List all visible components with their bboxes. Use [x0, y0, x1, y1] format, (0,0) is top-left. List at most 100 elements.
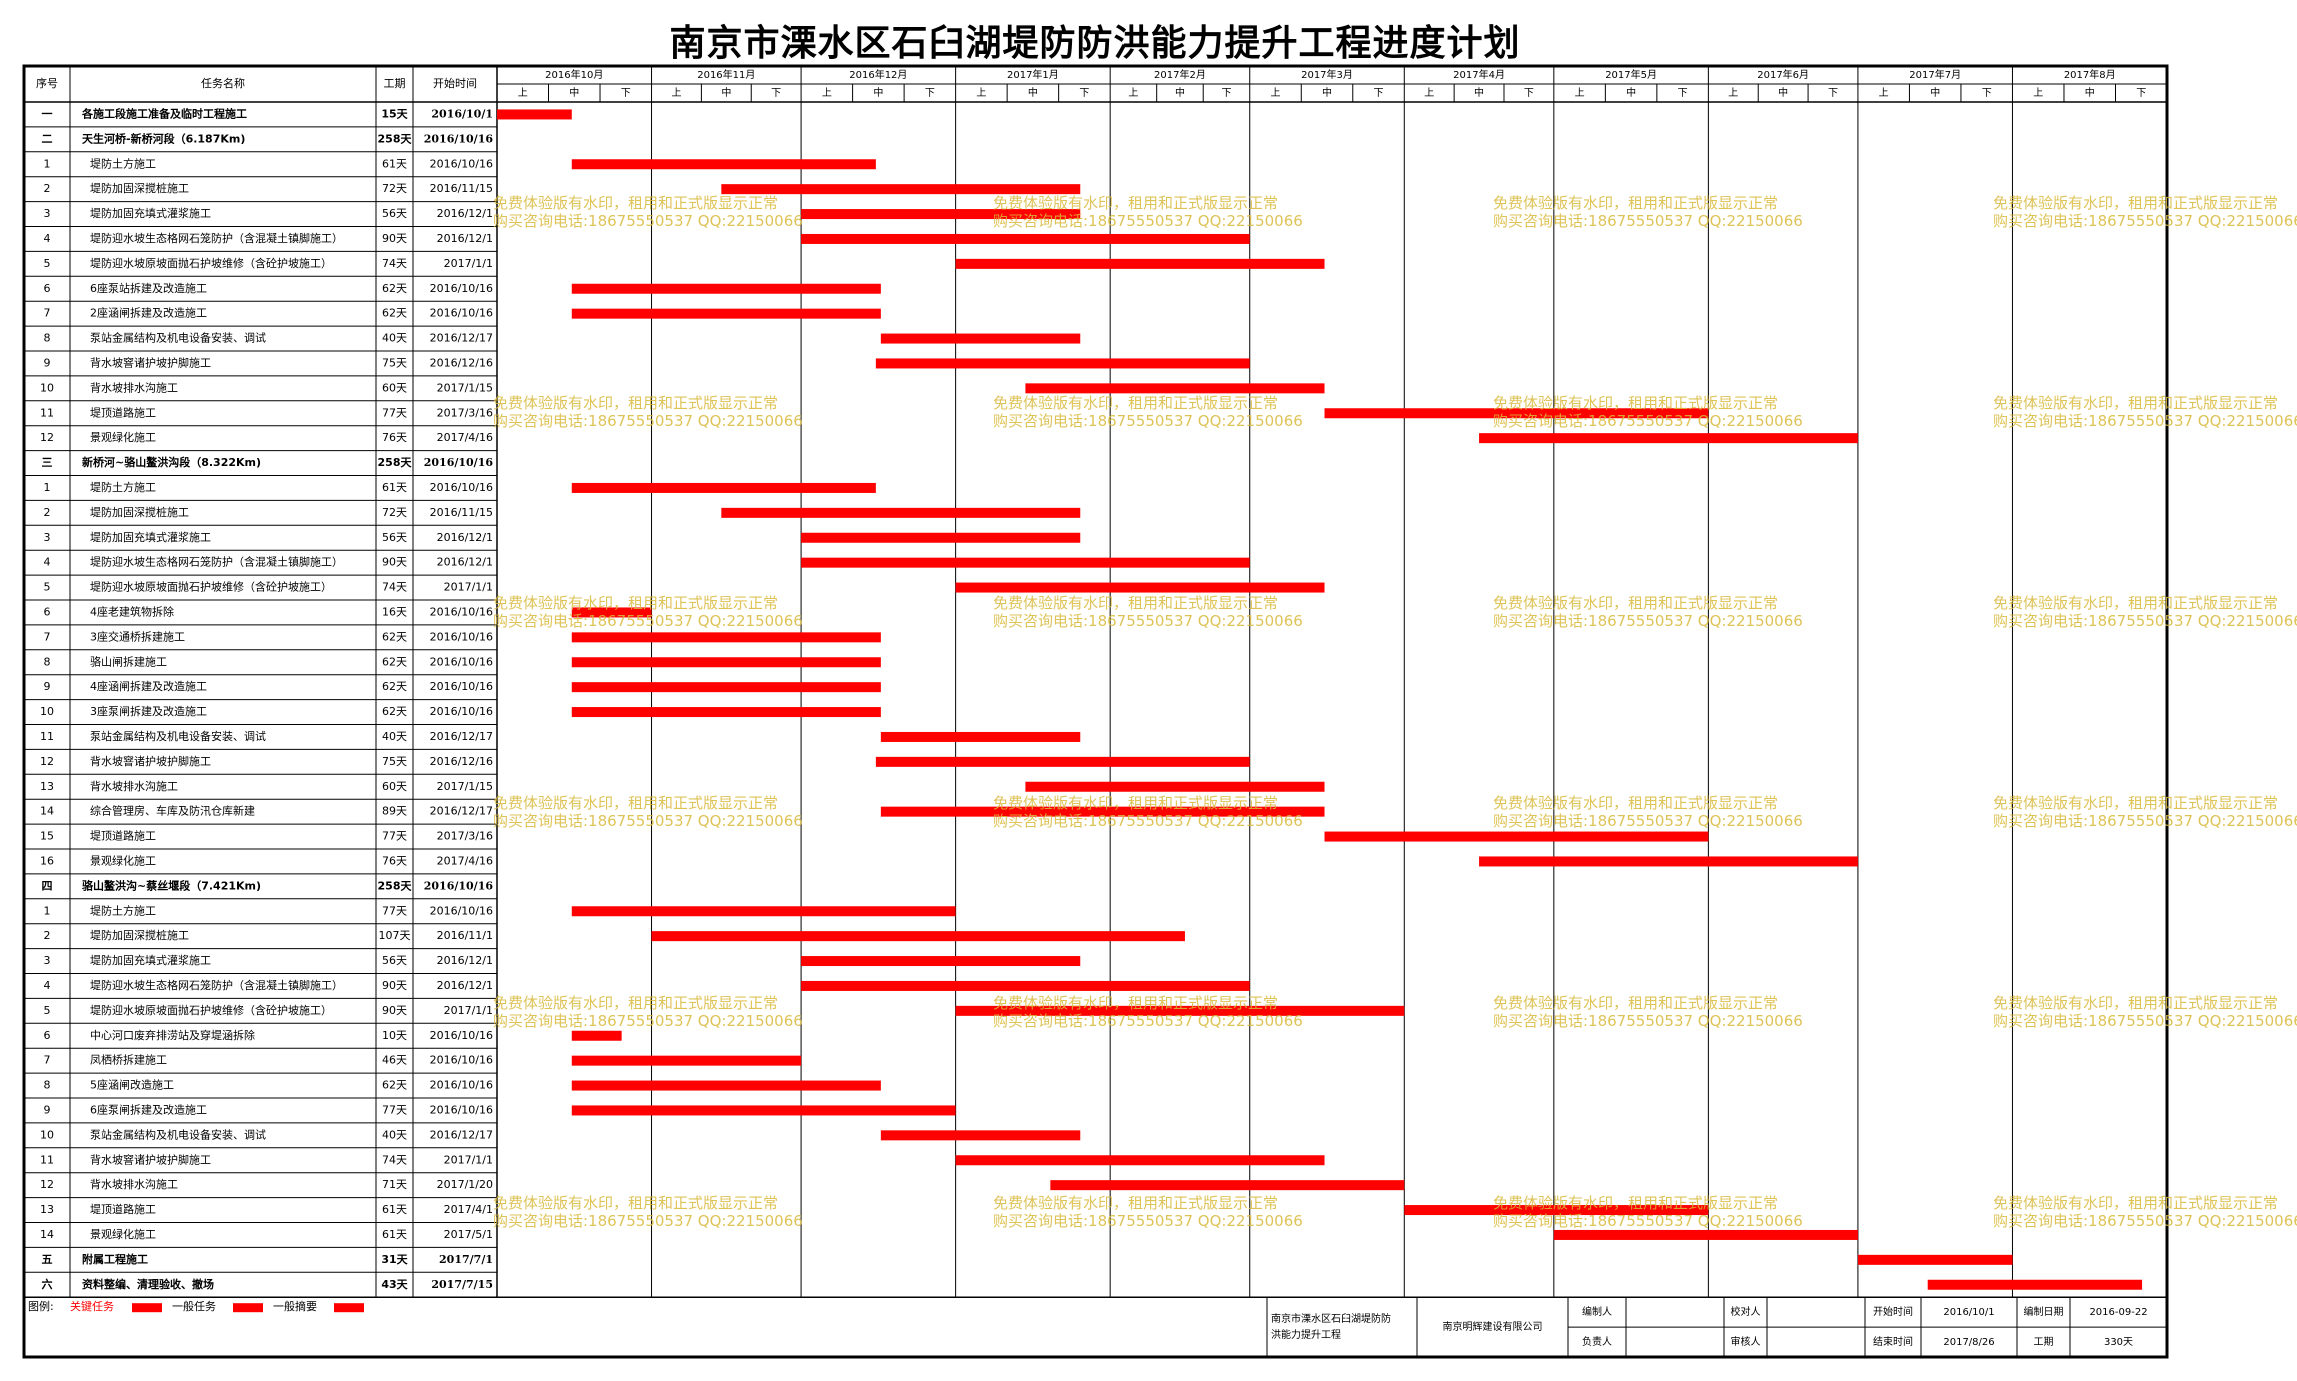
task-duration: 31天	[381, 1253, 408, 1266]
task-bar	[1025, 781, 1325, 792]
task-bar	[571, 1080, 881, 1091]
task-duration: 62天	[382, 630, 407, 643]
task-bar	[1479, 433, 1858, 444]
task-duration: 60天	[382, 381, 407, 394]
task-duration: 90天	[382, 979, 407, 992]
task-seq: 一	[42, 107, 53, 120]
third-label: 下	[2136, 88, 2146, 99]
task-name: 堤顶道路施工	[90, 829, 156, 843]
third-label: 下	[1828, 88, 1838, 99]
task-name: 新桥河~骆山鳌洪沟段（8.322Km)	[82, 455, 261, 469]
legend-normal-swatch	[233, 1303, 263, 1313]
task-seq: 15	[40, 830, 54, 843]
third-label: 下	[1374, 88, 1384, 99]
task-duration: 72天	[382, 506, 407, 519]
task-start: 2016/10/16	[430, 1103, 493, 1116]
task-start: 2017/1/15	[437, 780, 493, 793]
task-name: 天生河桥-新桥河段（6.187Km)	[82, 131, 245, 145]
month-label: 2017年5月	[1605, 68, 1657, 81]
task-duration: 43天	[381, 1278, 408, 1291]
watermark-line-2: 购买咨询电话:18675550537 QQ:22150066	[1993, 412, 2297, 430]
task-bar	[571, 283, 881, 294]
task-bar	[571, 1030, 622, 1041]
task-seq: 3	[44, 207, 51, 220]
watermark-line-1: 免费体验版有水印，租用和正式版显示正常	[1493, 194, 1778, 212]
task-start: 2016/12/1	[437, 556, 493, 569]
watermark-line-2: 购买咨询电话:18675550537 QQ:22150066	[1993, 1212, 2297, 1230]
task-start: 2016/12/1	[437, 531, 493, 544]
task-start: 2016/10/16	[430, 307, 493, 320]
third-label: 中	[1930, 86, 1940, 99]
header-seq: 序号	[36, 76, 58, 90]
footer-end-label: 结束时间	[1873, 1335, 1913, 1348]
task-bar	[955, 582, 1325, 593]
third-label: 中	[1175, 86, 1185, 99]
task-seq: 1	[44, 904, 51, 917]
third-label: 上	[1424, 87, 1434, 99]
task-seq: 11	[40, 1153, 54, 1166]
task-bar	[880, 806, 1325, 817]
third-label: 中	[873, 86, 883, 99]
task-duration: 62天	[382, 307, 407, 320]
task-seq: 14	[40, 805, 54, 818]
task-start: 2017/4/1	[444, 1203, 493, 1216]
task-duration: 15天	[381, 107, 408, 120]
task-name: 堤防土方施工	[90, 156, 156, 170]
legend-normal-label: 一般任务	[172, 1300, 216, 1313]
task-duration: 76天	[382, 431, 407, 444]
task-name: 背水坡窨诸护坡护脚施工	[90, 754, 211, 768]
task-seq: 6	[44, 605, 51, 618]
watermark-line-2: 购买咨询电话:18675550537 QQ:22150066	[493, 1212, 803, 1230]
watermark-line-1: 免费体验版有水印，租用和正式版显示正常	[493, 994, 778, 1012]
task-name: 背水坡排水沟施工	[90, 1177, 178, 1191]
watermark-line-1: 免费体验版有水印，租用和正式版显示正常	[493, 194, 778, 212]
watermark-line-1: 免费体验版有水印，租用和正式版显示正常	[993, 994, 1278, 1012]
third-label: 下	[1524, 88, 1534, 99]
task-start: 2016/12/17	[430, 730, 493, 743]
task-duration: 56天	[382, 531, 407, 544]
watermark-line-2: 购买咨询电话:18675550537 QQ:22150066	[1993, 212, 2297, 230]
third-label: 下	[925, 88, 935, 99]
task-bar	[1050, 1180, 1405, 1191]
watermark-line-2: 购买咨询电话:18675550537 QQ:22150066	[993, 612, 1303, 630]
watermark-line-2: 购买咨询电话:18675550537 QQ:22150066	[1993, 612, 2297, 630]
task-bar	[1025, 383, 1325, 394]
legend-critical-swatch	[132, 1303, 162, 1313]
month-label: 2017年6月	[1757, 68, 1809, 81]
task-bar	[1553, 1229, 1858, 1240]
task-seq: 12	[40, 431, 54, 444]
task-start: 2016/10/16	[430, 705, 493, 718]
task-start: 2016/10/16	[430, 1079, 493, 1092]
month-label: 2017年4月	[1453, 68, 1505, 81]
watermark-line-1: 免费体验版有水印，租用和正式版显示正常	[1493, 794, 1778, 812]
task-seq: 10	[40, 705, 54, 718]
task-name: 背水坡窨诸护坡护脚施工	[90, 355, 211, 369]
task-duration: 40天	[382, 332, 407, 345]
task-bar	[880, 1130, 1081, 1141]
watermark-line-2: 购买咨询电话:18675550537 QQ:22150066	[1493, 1212, 1803, 1230]
task-name: 3座泵闸拆建及改造施工	[90, 704, 207, 718]
task-bar	[571, 607, 652, 618]
third-label: 下	[1982, 88, 1992, 99]
watermark-line-1: 免费体验版有水印，租用和正式版显示正常	[493, 1194, 778, 1212]
task-duration: 77天	[382, 406, 407, 419]
task-bar	[571, 308, 881, 319]
task-start: 2016/12/1	[437, 232, 493, 245]
task-start: 2016/12/16	[430, 755, 493, 768]
task-seq: 10	[40, 1128, 54, 1141]
task-seq: 5	[44, 1004, 51, 1017]
task-start: 2016/12/1	[437, 207, 493, 220]
task-name: 背水坡排水沟施工	[90, 779, 178, 793]
third-label: 上	[1879, 87, 1889, 99]
third-label: 上	[1575, 87, 1585, 99]
task-name: 凤栖桥拆建施工	[90, 1053, 167, 1067]
task-bar	[955, 1005, 1405, 1016]
month-label: 2016年10月	[545, 68, 603, 81]
watermark-line-1: 免费体验版有水印，租用和正式版显示正常	[993, 194, 1278, 212]
task-name: 堤防加固充填式灌浆施工	[90, 953, 211, 967]
month-label: 2016年12月	[849, 68, 907, 81]
task-duration: 10天	[382, 1029, 407, 1042]
watermark-line-2: 购买咨询电话:18675550537 QQ:22150066	[993, 812, 1303, 830]
third-label: 上	[671, 87, 681, 99]
watermark-line-2: 购买咨询电话:18675550537 QQ:22150066	[993, 212, 1303, 230]
